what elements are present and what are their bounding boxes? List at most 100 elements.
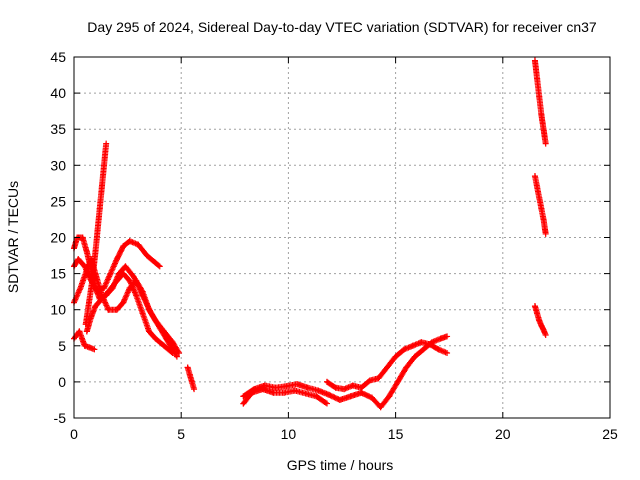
- data-point: [304, 384, 311, 391]
- data-point: [186, 371, 193, 378]
- data-point: [126, 238, 133, 245]
- data-point: [143, 252, 150, 259]
- data-point: [281, 389, 288, 396]
- data-point: [534, 183, 541, 190]
- data-point: [293, 381, 300, 388]
- data-point: [92, 303, 99, 310]
- series-trail: [71, 328, 96, 352]
- data-point: [120, 243, 127, 250]
- data-point: [152, 259, 159, 266]
- data-point: [358, 384, 365, 391]
- data-point: [347, 393, 354, 400]
- x-axis-label: GPS time / hours: [287, 457, 394, 473]
- series-track-rise-to-33: [82, 140, 110, 328]
- chart-title: Day 295 of 2024, Sidereal Day-to-day VTE…: [87, 19, 597, 35]
- data-point: [401, 346, 408, 353]
- data-point: [169, 339, 176, 346]
- data-point: [341, 386, 348, 393]
- y-tick-label: 25: [50, 193, 66, 209]
- data-point: [538, 205, 545, 212]
- data-point: [536, 317, 543, 324]
- data-point: [139, 310, 146, 317]
- data-point: [426, 341, 433, 348]
- y-tick-label: 45: [50, 49, 66, 65]
- data-point: [188, 378, 195, 385]
- data-point: [131, 274, 138, 281]
- data-point: [146, 328, 153, 335]
- data-point: [92, 270, 99, 277]
- data-point: [326, 391, 333, 398]
- data-point: [113, 277, 120, 284]
- data-point: [444, 350, 451, 357]
- data-point: [113, 306, 120, 313]
- data-point: [139, 288, 146, 295]
- data-point: [83, 266, 90, 273]
- data-point: [161, 342, 168, 349]
- y-tick-label: 35: [50, 121, 66, 137]
- data-point: [92, 248, 99, 255]
- data-point: [534, 310, 541, 317]
- data-point: [313, 393, 320, 400]
- data-point: [184, 364, 191, 371]
- data-point: [403, 364, 410, 371]
- y-tick-label: 30: [50, 157, 66, 173]
- data-point: [120, 270, 127, 277]
- data-point: [251, 386, 258, 393]
- data-point: [540, 126, 547, 133]
- data-point: [98, 295, 105, 302]
- data-point: [366, 377, 373, 384]
- data-point: [435, 346, 442, 353]
- data-point: [81, 342, 88, 349]
- data-point: [88, 256, 95, 263]
- series-trail: [532, 173, 549, 236]
- data-point: [126, 277, 133, 284]
- series-track-late-low: [531, 303, 549, 338]
- x-tick-label: 20: [495, 426, 511, 442]
- data-point: [88, 277, 95, 284]
- y-axis-label: SDTVAR / TECUs: [5, 181, 21, 293]
- data-point: [169, 350, 176, 357]
- data-point: [91, 346, 98, 353]
- data-point: [534, 75, 541, 82]
- data-point: [409, 342, 416, 349]
- data-point: [270, 389, 277, 396]
- series-trail: [532, 57, 549, 146]
- data-point: [152, 335, 159, 342]
- data-point: [411, 353, 418, 360]
- x-tick-label: 15: [388, 426, 404, 442]
- data-point: [77, 285, 84, 292]
- x-tick-label: 25: [602, 426, 618, 442]
- series-track-night-band-c: [323, 339, 451, 393]
- data-point: [542, 331, 549, 338]
- y-tick-label: 15: [50, 266, 66, 282]
- data-point: [377, 404, 384, 411]
- data-point: [418, 339, 425, 346]
- data-point: [79, 234, 86, 241]
- data-point: [86, 344, 93, 351]
- data-point: [146, 306, 153, 313]
- y-tick-label: 40: [50, 85, 66, 101]
- data-point: [437, 335, 444, 342]
- data-point: [283, 383, 290, 390]
- data-point: [291, 387, 298, 394]
- series-track-late-high: [531, 57, 549, 147]
- series-track-night-band-b: [240, 333, 451, 411]
- data-point: [88, 313, 95, 320]
- data-point: [332, 384, 339, 391]
- data-point: [384, 364, 391, 371]
- data-point: [75, 256, 82, 263]
- data-point: [105, 306, 112, 313]
- data-point: [240, 400, 247, 407]
- data-point: [323, 378, 330, 385]
- data-point: [540, 216, 547, 223]
- data-point: [538, 111, 545, 118]
- data-point: [531, 173, 538, 180]
- data-layer: [71, 57, 549, 411]
- y-tick-label: -5: [54, 410, 67, 426]
- data-point: [542, 140, 549, 147]
- data-point: [98, 183, 105, 190]
- data-point: [173, 353, 180, 360]
- data-point: [336, 396, 343, 403]
- data-point: [105, 288, 112, 295]
